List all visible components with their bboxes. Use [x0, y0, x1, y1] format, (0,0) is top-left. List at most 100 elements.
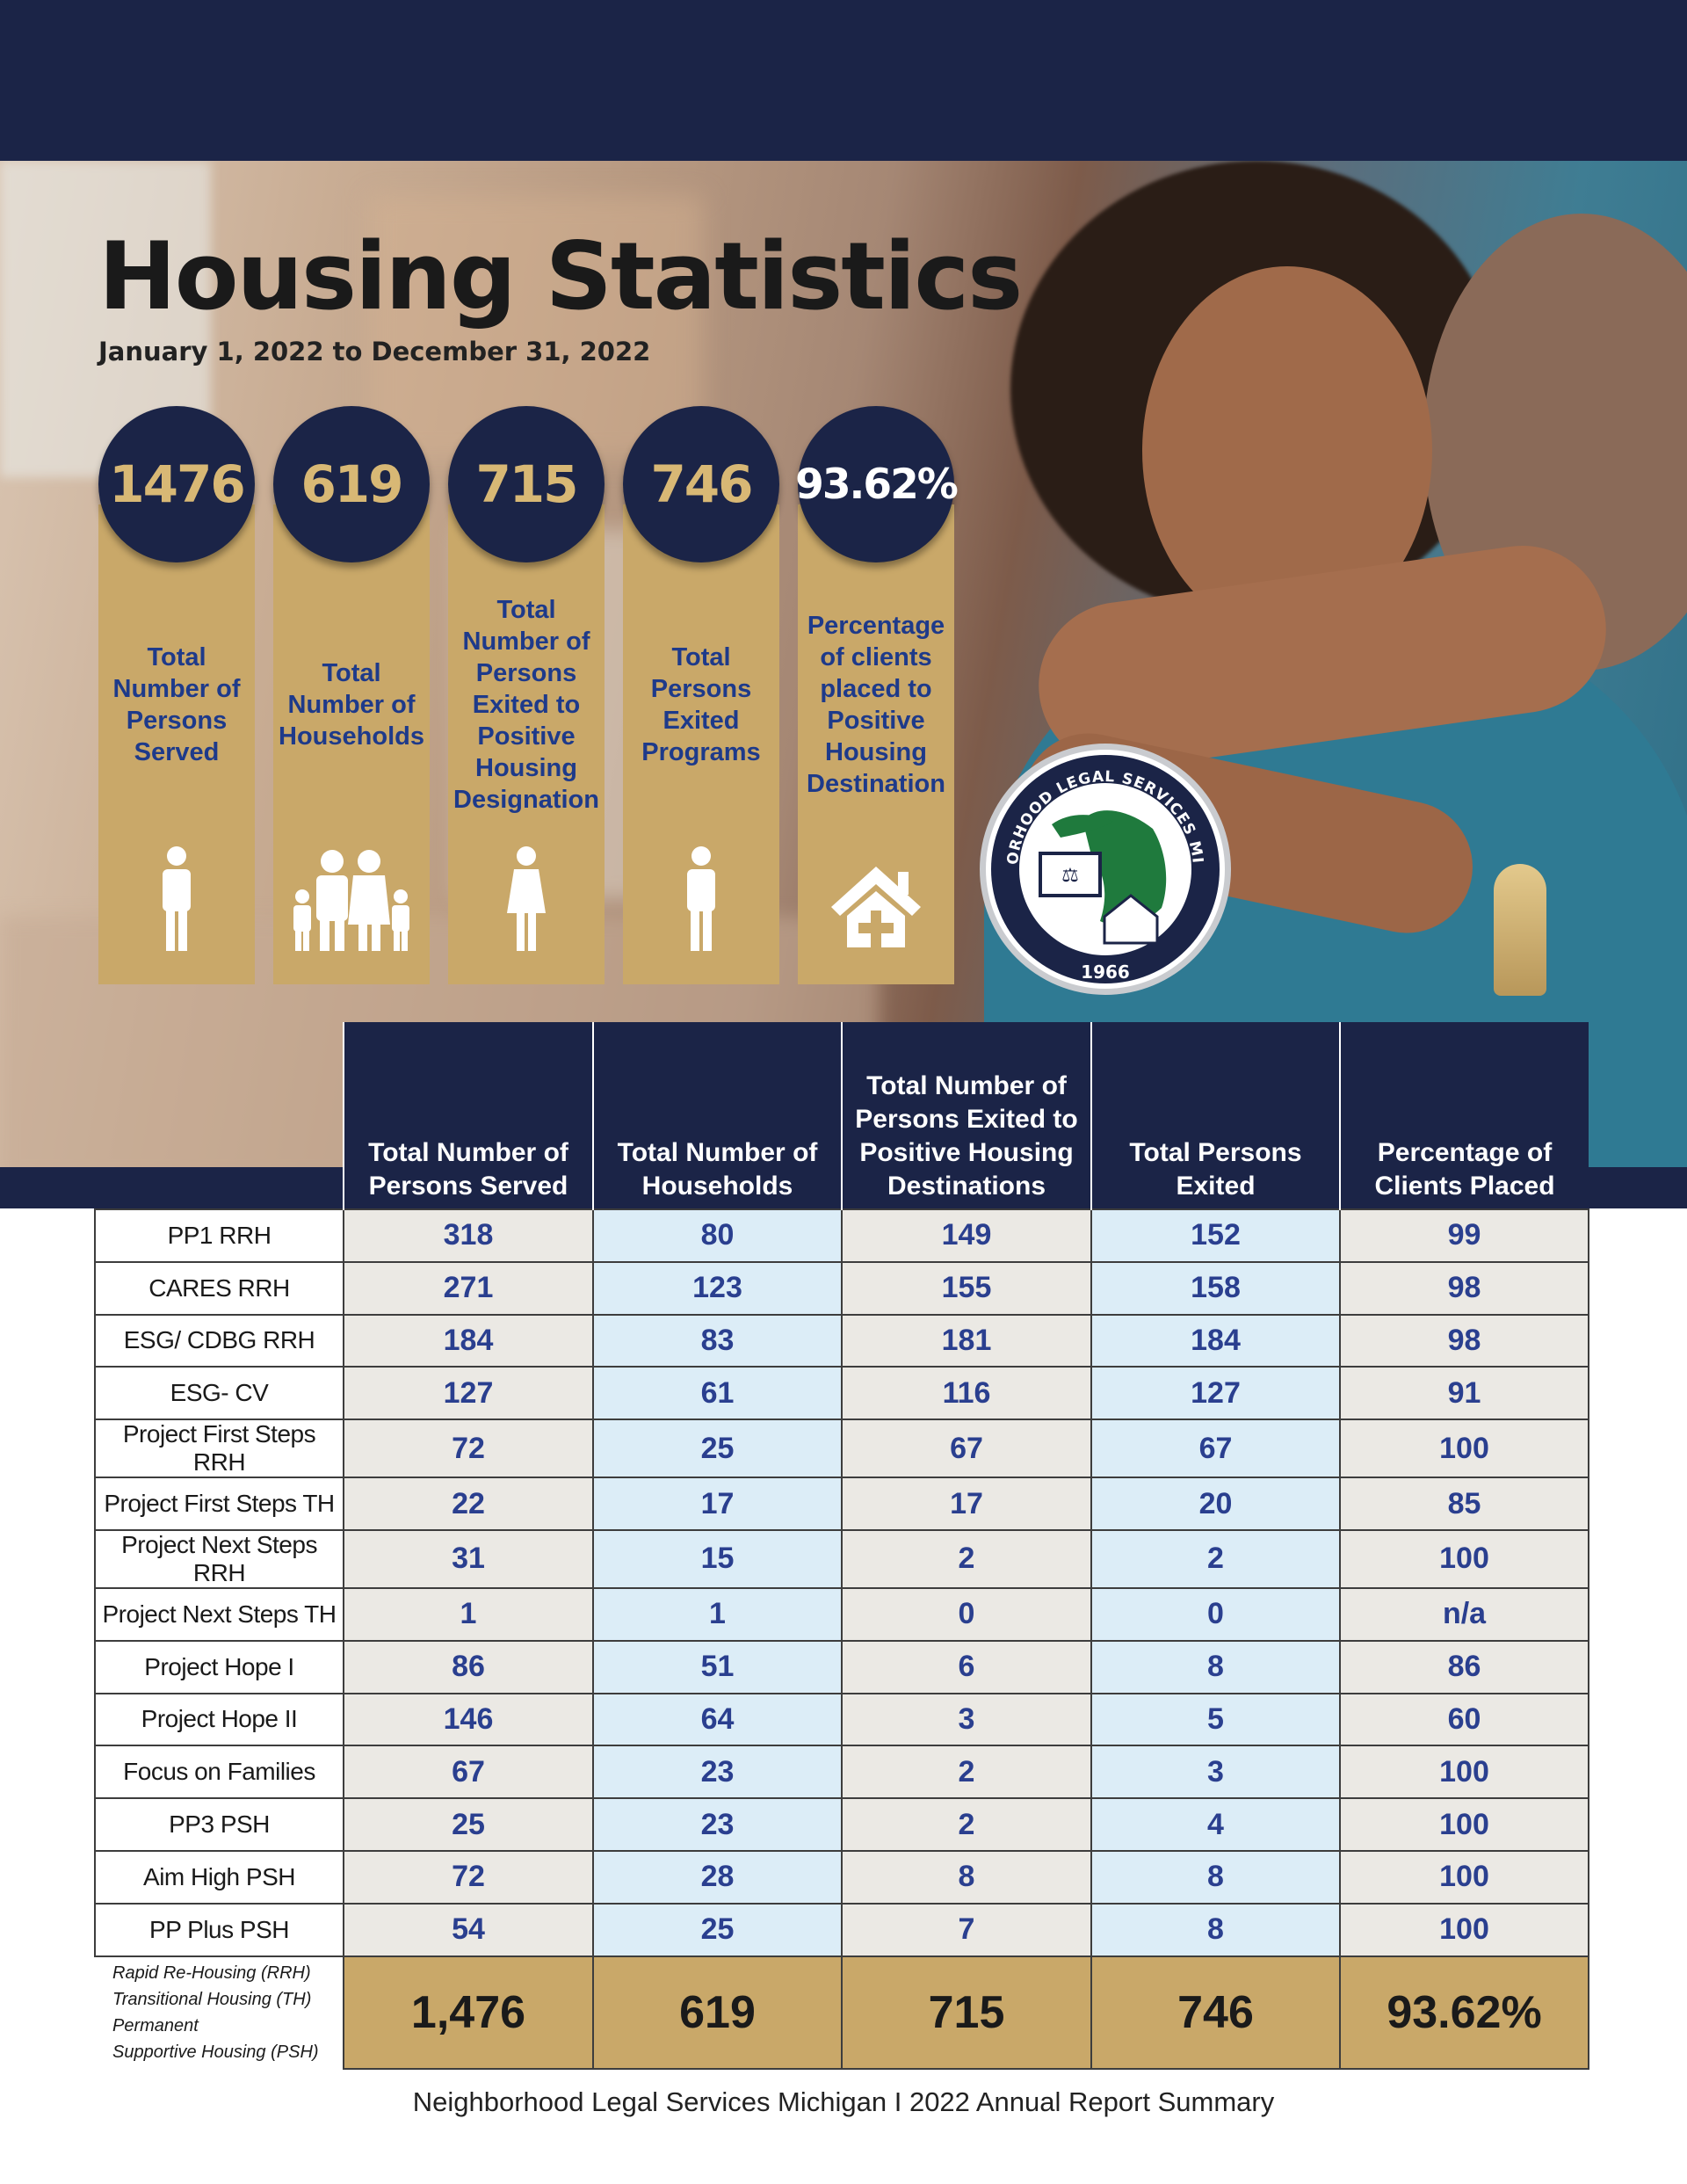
- table-cell: 83: [592, 1313, 843, 1368]
- table-cell: 72: [343, 1419, 594, 1479]
- table-cell: 271: [343, 1260, 594, 1316]
- table-cell: 25: [343, 1797, 594, 1852]
- total-cell: 93.62%: [1339, 1955, 1589, 2070]
- table-cell: 158: [1090, 1260, 1341, 1316]
- seal-year: 1966: [1081, 961, 1130, 983]
- stat-circle: 1476: [98, 406, 255, 562]
- table-row: PP Plus PSH 54 25 7 8 100: [94, 1902, 1589, 1957]
- table-cell: 100: [1339, 1419, 1589, 1479]
- table-cell: 152: [1090, 1208, 1341, 1263]
- totals-row: Rapid Re-Housing (RRH) Transitional Housi…: [95, 1955, 1589, 2070]
- table-cell: 25: [592, 1902, 843, 1957]
- stat-exited-positive: 715 Total Number of Persons Exited to Po…: [448, 406, 605, 984]
- row-program-name: ESG/ CDBG RRH: [94, 1313, 344, 1368]
- table-cell: 7: [841, 1902, 1092, 1957]
- table-cell: 85: [1339, 1477, 1589, 1531]
- footer-text: Neighborhood Legal Services Michigan I 2…: [412, 2086, 1275, 2117]
- table-cell: 127: [1090, 1366, 1341, 1421]
- table-cell: 51: [592, 1639, 843, 1694]
- table-cell: 23: [592, 1797, 843, 1852]
- table-cell: 123: [592, 1260, 843, 1316]
- table-cell: 67: [841, 1419, 1092, 1479]
- total-cell: 619: [592, 1955, 843, 2070]
- abbreviation-legend: Rapid Re-Housing (RRH) Transitional Housi…: [95, 1955, 344, 2069]
- table-cell: 91: [1339, 1366, 1589, 1421]
- table-cell: 2: [841, 1745, 1092, 1800]
- stat-label: Percentage of clients placed to Positive…: [807, 612, 945, 798]
- table-cell: 6: [841, 1639, 1092, 1694]
- table-cell: 61: [592, 1366, 843, 1421]
- table-cell: 100: [1339, 1528, 1589, 1589]
- legend-line: Rapid Re-Housing (RRH): [112, 1963, 311, 1984]
- table-cell: 318: [343, 1208, 594, 1263]
- table-cell: 86: [343, 1639, 594, 1694]
- table-cell: 98: [1339, 1260, 1589, 1316]
- table-cell: 5: [1090, 1692, 1341, 1747]
- table-cell: 155: [841, 1260, 1092, 1316]
- table-cell: 25: [592, 1419, 843, 1479]
- table-cell: 99: [1339, 1208, 1589, 1263]
- row-program-name: PP Plus PSH: [94, 1902, 344, 1957]
- header-persons-served: Total Number of Persons Served: [343, 1022, 593, 1209]
- stat-value: 715: [475, 454, 578, 514]
- table-row: Project Next Steps TH 1 1 0 0 n/a: [94, 1586, 1589, 1642]
- table-cell: 8: [841, 1849, 1092, 1905]
- table-cell: 98: [1339, 1313, 1589, 1368]
- table-cell: 1: [343, 1586, 594, 1642]
- table-cell: 22: [343, 1477, 594, 1531]
- table-cell: 181: [841, 1313, 1092, 1368]
- person-icon: [623, 845, 779, 951]
- legend-line: Permanent: [112, 2016, 199, 2036]
- stat-value: 93.62%: [795, 460, 959, 509]
- table-cell: 8: [1090, 1849, 1341, 1905]
- header-persons-exited: Total Persons Exited: [1090, 1022, 1340, 1209]
- table-row: Focus on Families 67 23 2 3 100: [94, 1745, 1589, 1800]
- table-cell: 100: [1339, 1745, 1589, 1800]
- table-row: ESG- CV 127 61 116 127 91: [94, 1366, 1589, 1421]
- table-cell: 86: [1339, 1639, 1589, 1694]
- page-title: Housing Statistics: [98, 222, 1023, 330]
- row-program-name: Project Hope II: [94, 1692, 344, 1747]
- header-blank: [95, 1022, 344, 1209]
- table-row: Project First Steps RRH 72 25 67 67 100: [94, 1419, 1589, 1479]
- stat-circle: 715: [448, 406, 605, 562]
- row-program-name: Project First Steps TH: [94, 1477, 344, 1531]
- table-cell: 1: [592, 1586, 843, 1642]
- row-program-name: Aim High PSH: [94, 1849, 344, 1905]
- top-banner: [0, 0, 1687, 161]
- table-row: Project Next Steps RRH 31 15 2 2 100: [94, 1528, 1589, 1589]
- table-cell: 2: [841, 1797, 1092, 1852]
- row-program-name: ESG- CV: [94, 1366, 344, 1421]
- table-row: Aim High PSH 72 28 8 8 100: [94, 1849, 1589, 1905]
- row-program-name: CARES RRH: [94, 1260, 344, 1316]
- table-cell: 184: [1090, 1313, 1341, 1368]
- table-row: Project First Steps TH 22 17 17 20 85: [94, 1477, 1589, 1531]
- row-program-name: Project Next Steps RRH: [94, 1528, 344, 1589]
- total-cell: 1,476: [343, 1955, 594, 2070]
- table-cell: 100: [1339, 1849, 1589, 1905]
- stat-circle: 93.62%: [795, 406, 959, 562]
- svg-text:⚖: ⚖: [1061, 865, 1079, 887]
- table-cell: 149: [841, 1208, 1092, 1263]
- row-program-name: PP3 PSH: [94, 1797, 344, 1852]
- legend-line: Transitional Housing (TH): [112, 1990, 312, 2010]
- table-cell: 80: [592, 1208, 843, 1263]
- table-cell: 127: [343, 1366, 594, 1421]
- table-cell: 17: [841, 1477, 1092, 1531]
- row-program-name: Project Next Steps TH: [94, 1586, 344, 1642]
- table-cell: 0: [841, 1586, 1092, 1642]
- table-row: PP3 PSH 25 23 2 4 100: [94, 1797, 1589, 1852]
- row-program-name: PP1 RRH: [94, 1208, 344, 1263]
- table-cell: 8: [1090, 1639, 1341, 1694]
- table-cell: 64: [592, 1692, 843, 1747]
- legend-line: Supportive Housing (PSH): [112, 2043, 319, 2063]
- stat-value: 619: [300, 454, 403, 514]
- stat-label: Total Number of Households: [279, 659, 424, 751]
- table-cell: 60: [1339, 1692, 1589, 1747]
- table-header-row: Total Number of Persons Served Total Num…: [95, 1022, 1589, 1209]
- table-cell: 20: [1090, 1477, 1341, 1531]
- table-cell: 72: [343, 1849, 594, 1905]
- table-cell: 54: [343, 1902, 594, 1957]
- stat-households: 619 Total Number of Households: [273, 406, 430, 984]
- row-program-name: Project First Steps RRH: [94, 1419, 344, 1479]
